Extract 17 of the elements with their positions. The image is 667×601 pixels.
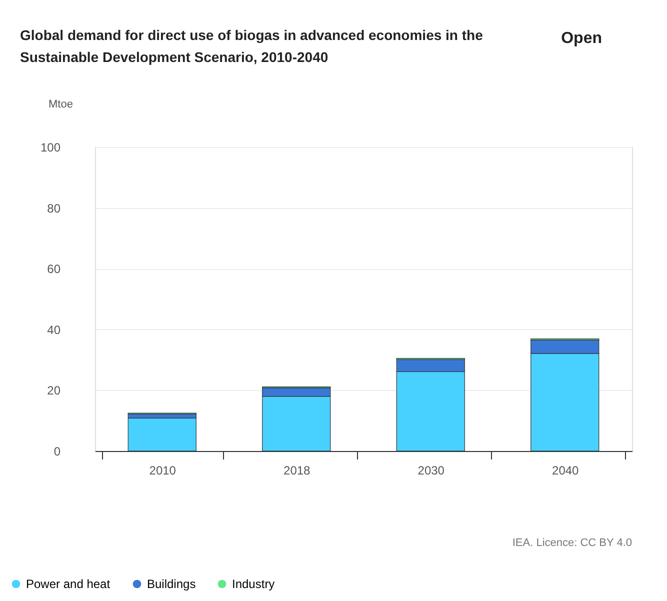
- x-tick-label: 2010: [149, 464, 176, 478]
- legend-label: Buildings: [147, 577, 196, 591]
- text: IEA. Licence: CC BY 4.0: [512, 537, 632, 549]
- text: Open: [561, 30, 602, 47]
- x-tick-label: 2018: [284, 464, 311, 478]
- legend-label: Industry: [232, 577, 275, 591]
- y-tick-label: 0: [54, 444, 61, 458]
- y-tick-label: 20: [47, 384, 61, 398]
- y-tick-label: 100: [40, 140, 61, 154]
- y-tick-label: 40: [47, 322, 61, 337]
- chart-title: Global demand for direct use of biogas in advanced economies in the Sustainable Development Scenario, 2010-2040: [20, 27, 484, 65]
- y-axis-title: Mtoe: [48, 98, 73, 110]
- x-tick-label: 2040: [552, 464, 580, 478]
- legend-label: Power and heat: [26, 577, 111, 591]
- y-tick-label: 80: [47, 201, 61, 216]
- y-tick-label: 60: [47, 262, 61, 276]
- x-tick-label: 2030: [418, 464, 445, 478]
